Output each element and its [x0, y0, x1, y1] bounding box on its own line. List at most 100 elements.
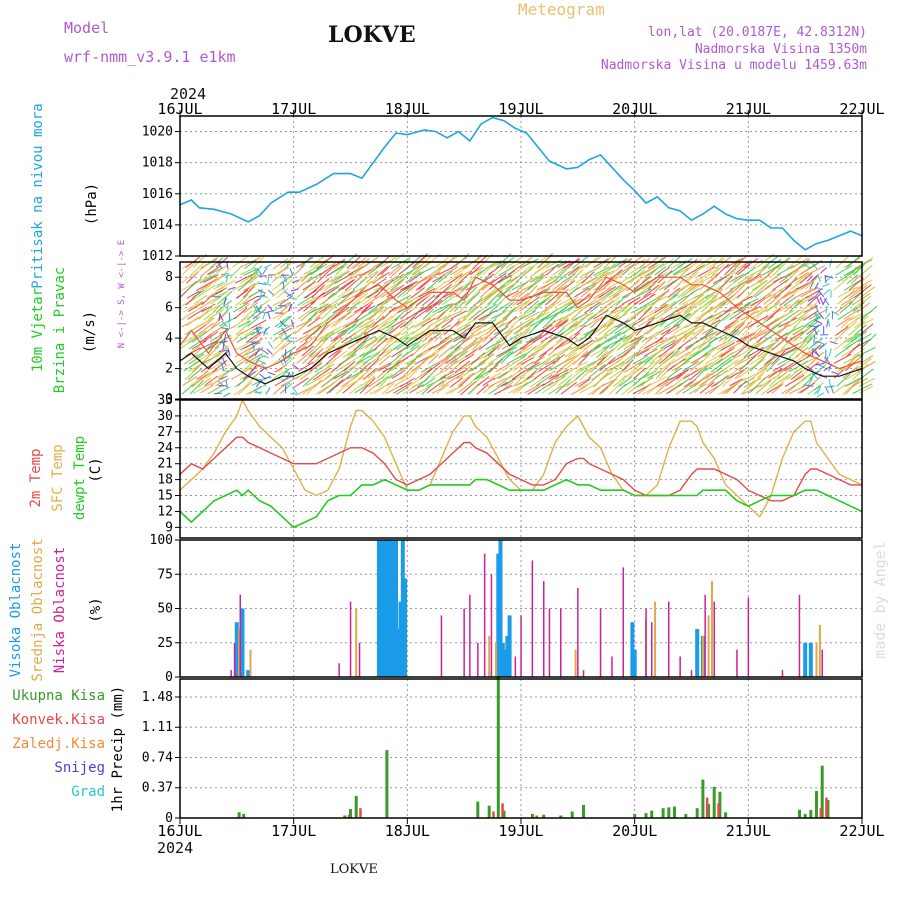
wind-arrow	[479, 272, 493, 284]
wind-arrow	[354, 325, 372, 342]
wind-arrow	[274, 375, 293, 387]
x-tick-label-bottom: 19JUL	[498, 822, 543, 840]
wind-arrow	[367, 286, 383, 299]
precip-bar-total	[487, 805, 491, 818]
wind-arrow	[736, 320, 753, 336]
wind-arrow	[835, 325, 849, 337]
wind-arrow	[635, 280, 650, 292]
wind-arrow	[586, 273, 605, 285]
wind-arrow	[313, 374, 332, 388]
wind-arrow	[255, 326, 258, 335]
wind-arrow	[734, 276, 753, 291]
wind-arrow	[338, 279, 354, 291]
wind-arrow	[300, 335, 316, 350]
wind-arrow	[704, 295, 718, 306]
wind-arrow	[604, 331, 622, 343]
wind-arrow	[272, 332, 286, 342]
wind-arrow	[495, 334, 509, 343]
wind-arrow	[482, 311, 495, 321]
wind-arrow	[310, 291, 325, 305]
wind-arrow	[203, 274, 219, 283]
wind-arrow	[461, 266, 478, 277]
wind-arrow	[394, 307, 409, 321]
wind-arrow	[419, 348, 433, 358]
wind-arrow	[744, 371, 760, 381]
wind-arrow	[331, 366, 348, 380]
wind-arrow	[473, 368, 487, 381]
wind-arrow	[527, 348, 542, 358]
wind-arrow	[443, 320, 461, 336]
wind-arrow	[337, 287, 353, 298]
cloud-bar-low	[611, 656, 613, 677]
wind-arrow	[829, 340, 838, 345]
wind-arrow	[294, 334, 309, 343]
wind-arrow	[240, 353, 257, 364]
wind-arrow	[806, 361, 820, 372]
wind-arrow	[286, 292, 295, 298]
wind-arrow	[857, 347, 876, 357]
wind-arrow	[505, 290, 519, 298]
wind-arrow	[840, 315, 854, 329]
wind-arrow	[720, 287, 735, 299]
wind-arrow	[723, 271, 736, 283]
wind-arrow	[348, 383, 363, 395]
wind-arrow	[572, 350, 589, 366]
wind-arrow	[253, 297, 262, 303]
wind-arrow	[606, 314, 620, 328]
wind-arrow	[350, 340, 367, 357]
wind-arrow	[663, 279, 678, 291]
wind-arrow	[591, 324, 607, 336]
wind-arrow	[405, 378, 422, 388]
wind-arrow	[771, 382, 784, 394]
cloud-bar-low	[582, 670, 585, 677]
wind-arrow	[815, 312, 822, 320]
model-label: Model	[64, 19, 110, 37]
cloud-bar-low	[239, 594, 241, 677]
wind-arrow	[528, 296, 540, 306]
wind-arrow	[291, 364, 300, 370]
wind-arrow	[693, 372, 710, 387]
wind-arrow	[672, 313, 690, 327]
wind-arrow	[182, 261, 197, 275]
wind-arrow	[439, 357, 457, 373]
wind-arrow	[364, 375, 376, 387]
wind-arrow	[698, 353, 711, 366]
wind-arrow	[487, 377, 507, 388]
cloud-bar-low	[349, 601, 352, 677]
wind-arrow	[672, 372, 690, 387]
cloud-bar-mid	[815, 642, 818, 678]
wind-arrow	[678, 339, 691, 350]
wind-arrow	[521, 258, 539, 268]
wind-arrow	[223, 392, 231, 398]
wind-arrow	[843, 308, 860, 320]
wind-arrow	[738, 354, 757, 365]
wind-arrow	[329, 373, 346, 387]
wind-arrow	[335, 382, 349, 395]
wind-arrow	[267, 289, 275, 296]
wind-arrow	[568, 298, 582, 306]
wind-arrow	[850, 330, 868, 343]
wind-arrow	[638, 316, 656, 327]
wind-arrow	[790, 271, 809, 284]
wind-arrow	[238, 303, 251, 313]
precip-bar-convective	[819, 808, 823, 818]
wind-arrow	[506, 339, 522, 351]
wind-arrow	[323, 301, 339, 313]
wind-arrow	[578, 378, 591, 388]
wind-arrow	[180, 337, 197, 349]
cloud-bar-low	[736, 649, 738, 677]
wind-arrow	[666, 325, 681, 335]
wind-arrow	[488, 358, 504, 373]
wind-arrow	[667, 287, 681, 298]
y-tick-label: 12	[157, 504, 173, 519]
wind-arrow	[776, 265, 795, 276]
wind-arrow	[511, 355, 528, 365]
wind-arrow	[594, 374, 607, 386]
wind-arrow	[669, 369, 689, 381]
wind-arrow	[308, 303, 329, 314]
wind-arrow	[557, 374, 573, 387]
precip-bar-total	[684, 813, 688, 818]
precip-bar-total	[667, 807, 671, 818]
wind-arrow	[638, 356, 651, 366]
wind-arrow	[532, 300, 547, 313]
